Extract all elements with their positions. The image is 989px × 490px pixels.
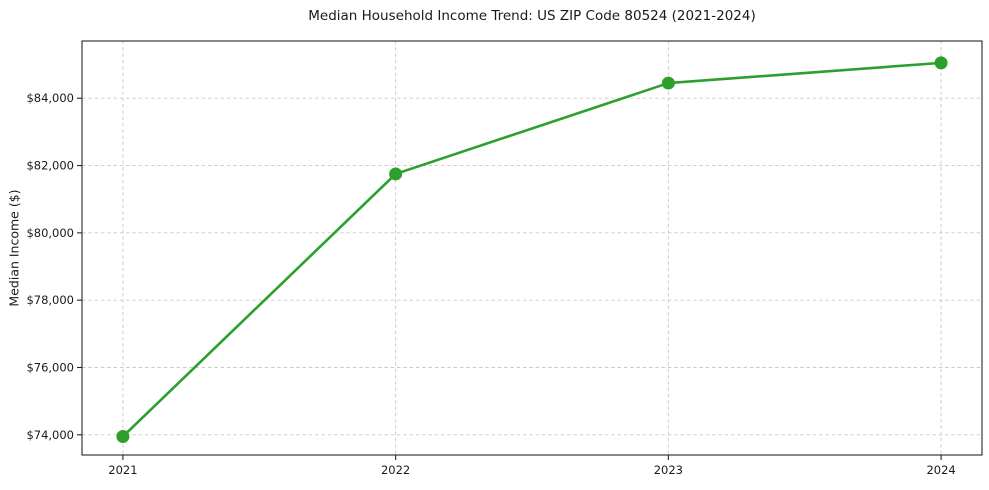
chart-title: Median Household Income Trend: US ZIP Co… bbox=[308, 8, 756, 24]
data-point-2023 bbox=[661, 76, 675, 90]
y-tick-label: $74,000 bbox=[26, 428, 74, 442]
trend-line bbox=[121, 61, 943, 438]
plot-border bbox=[81, 40, 983, 456]
y-tick-label: $80,000 bbox=[26, 226, 74, 240]
x-tick-label: 2022 bbox=[381, 463, 410, 477]
x-tick-label: 2024 bbox=[926, 463, 955, 477]
data-point-2021 bbox=[116, 429, 130, 443]
y-tick-label: $76,000 bbox=[26, 360, 74, 374]
data-point-2024 bbox=[934, 56, 948, 70]
y-tick-label: $78,000 bbox=[26, 293, 74, 307]
x-tick-label: 2023 bbox=[654, 463, 683, 477]
y-tick-label: $84,000 bbox=[26, 91, 74, 105]
data-point-2022 bbox=[389, 167, 403, 181]
y-tick-label: $82,000 bbox=[26, 159, 74, 173]
x-tick-label: 2021 bbox=[108, 463, 137, 477]
